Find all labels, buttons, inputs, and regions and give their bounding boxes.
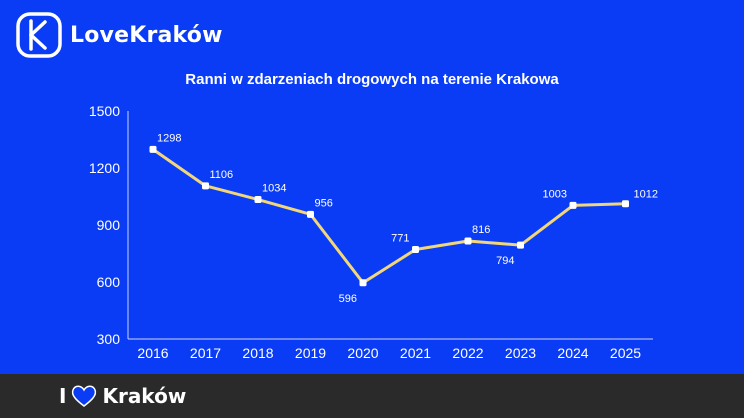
data-point xyxy=(359,279,367,287)
chart-title: Ranni w zdarzeniach drogowych na terenie… xyxy=(185,71,559,88)
footer-i-text: I xyxy=(59,384,67,408)
x-tick-label: 2021 xyxy=(400,345,431,361)
data-point xyxy=(202,182,209,190)
data-label: 596 xyxy=(339,293,357,305)
y-tick-label: 1200 xyxy=(89,160,120,176)
x-tick-label: 2024 xyxy=(557,345,588,361)
data-label: 1034 xyxy=(262,183,286,195)
y-tick-label: 600 xyxy=(97,274,121,290)
footer-bar: I Kraków xyxy=(0,374,744,418)
brand-name: LoveKraków xyxy=(70,22,223,48)
data-label: 1003 xyxy=(543,188,567,200)
brand-logo: LoveKraków xyxy=(16,12,223,58)
data-label: 816 xyxy=(472,224,490,236)
y-tick-label: 300 xyxy=(97,331,121,347)
footer-city-text: Kraków xyxy=(102,384,187,408)
data-label: 794 xyxy=(496,255,514,267)
x-tick-label: 2023 xyxy=(505,345,536,361)
x-tick-label: 2018 xyxy=(242,345,273,361)
x-tick-label: 2025 xyxy=(610,345,641,361)
series-line xyxy=(151,147,627,285)
data-point xyxy=(569,201,577,209)
data-point xyxy=(254,196,262,204)
data-point xyxy=(517,241,524,249)
data-point xyxy=(149,145,157,153)
data-point xyxy=(622,200,629,208)
data-point xyxy=(307,210,314,218)
x-tick-label: 2020 xyxy=(347,345,378,361)
data-label: 1012 xyxy=(634,189,658,201)
x-tick-label: 2017 xyxy=(190,345,221,361)
data-label: 1106 xyxy=(210,169,234,181)
x-tick-label: 2022 xyxy=(452,345,483,361)
heart-icon xyxy=(72,385,97,407)
lovekrakow-logo-icon xyxy=(16,12,62,58)
footer-logo: I Kraków xyxy=(59,384,186,408)
data-label: 1298 xyxy=(157,132,181,144)
data-point xyxy=(464,237,472,245)
line-chart: 300 600 900 1200 1500 2016 2017 2018 2019 2020 202… xyxy=(89,103,658,361)
data-label: 771 xyxy=(391,233,409,245)
x-tick-label: 2019 xyxy=(295,345,326,361)
y-tick-label: 1500 xyxy=(89,103,120,119)
x-tick-label: 2016 xyxy=(137,345,168,361)
data-point xyxy=(412,246,419,254)
data-label: 956 xyxy=(315,197,333,209)
y-tick-label: 900 xyxy=(97,217,121,233)
